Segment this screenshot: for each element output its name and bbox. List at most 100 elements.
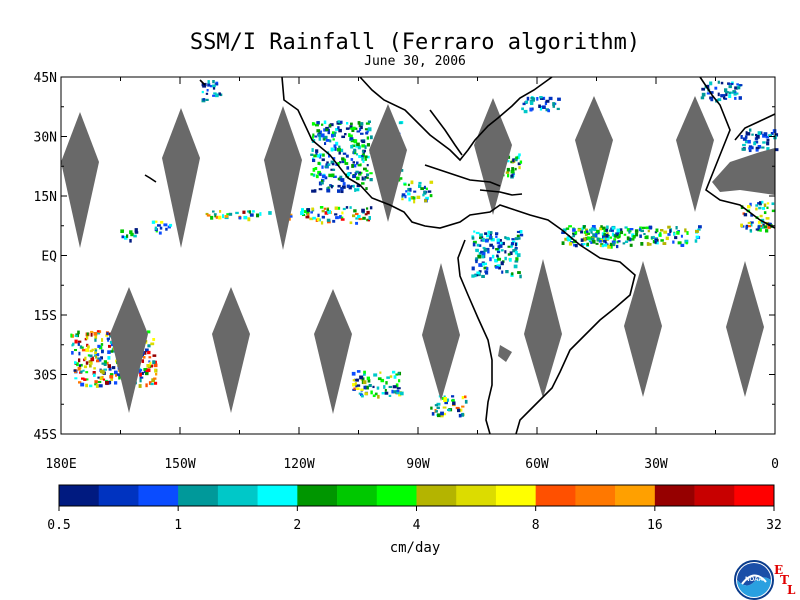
rain-cell	[589, 228, 593, 232]
rain-cell	[369, 135, 373, 140]
rain-cell	[599, 227, 603, 231]
rain-cell	[109, 373, 114, 376]
rain-cell	[530, 96, 534, 100]
rain-cell	[305, 215, 310, 219]
rain-cell	[338, 151, 341, 155]
rain-cell	[654, 231, 658, 234]
rain-cell	[71, 351, 74, 355]
rain-cell	[360, 132, 364, 135]
coastline	[359, 76, 553, 162]
rain-cell	[591, 225, 596, 229]
rain-cell	[154, 226, 158, 231]
swath-gap	[726, 261, 764, 397]
rain-cell	[212, 94, 216, 97]
rain-cell	[114, 381, 118, 385]
rain-cell	[397, 372, 400, 375]
rain-cell	[755, 228, 760, 231]
coastline	[514, 209, 636, 435]
rain-cell	[416, 195, 421, 200]
rain-cell	[359, 375, 364, 380]
rain-cell	[557, 97, 561, 101]
rain-cell	[357, 215, 361, 219]
rain-cell	[202, 85, 207, 88]
rain-cell	[591, 239, 596, 244]
rain-cell	[238, 216, 242, 220]
rain-cell	[365, 131, 369, 135]
rain-cell	[323, 207, 327, 210]
rain-cell	[616, 235, 621, 239]
rain-cell	[319, 130, 323, 133]
rain-cell	[77, 330, 80, 335]
rain-cell	[101, 376, 104, 380]
rain-cell	[364, 213, 368, 216]
rain-cell	[369, 206, 373, 210]
colorbar-swatch	[257, 485, 298, 506]
rain-cell	[602, 235, 606, 239]
rain-cell	[94, 351, 98, 355]
rain-cell	[660, 229, 664, 232]
rain-cell	[730, 91, 734, 94]
rain-cell	[724, 97, 728, 100]
rain-cell	[356, 370, 361, 373]
rain-cell	[93, 367, 96, 370]
rain-cell	[565, 227, 570, 230]
rain-cell	[523, 109, 528, 114]
rain-cell	[351, 371, 356, 376]
rain-cell	[356, 384, 361, 387]
rain-cell	[86, 332, 89, 336]
rain-cell	[142, 351, 145, 355]
rain-cell	[247, 210, 250, 213]
rain-cell	[744, 135, 748, 139]
rain-cell	[153, 360, 156, 364]
rain-cell	[364, 145, 367, 149]
rain-cell	[338, 177, 342, 181]
rain-cell	[316, 154, 320, 158]
rain-cell	[747, 221, 751, 225]
rain-cell	[730, 82, 734, 86]
rain-cell	[755, 146, 760, 150]
rain-cell	[215, 93, 219, 98]
rain-cell	[92, 371, 96, 375]
rain-cell	[610, 244, 613, 249]
rain-cell	[556, 107, 560, 111]
rain-cell	[481, 274, 485, 278]
rain-cell	[364, 176, 368, 179]
rain-cell	[384, 391, 389, 395]
rain-cell	[359, 127, 362, 132]
rain-cell	[339, 175, 343, 179]
rain-cell	[745, 131, 748, 135]
rain-cell	[331, 163, 335, 166]
rain-cell	[507, 253, 511, 256]
rain-cell	[495, 266, 499, 269]
rain-cell	[202, 98, 206, 101]
rain-cell	[471, 266, 475, 271]
rain-cell	[510, 160, 513, 164]
rain-cell	[89, 363, 92, 368]
rain-cell	[561, 241, 565, 245]
rain-cell	[471, 236, 475, 240]
rain-cell	[98, 330, 102, 333]
rain-cell	[519, 274, 522, 279]
rain-cell	[513, 158, 518, 162]
rain-cell	[153, 220, 158, 223]
rain-cell	[348, 133, 351, 138]
rain-cell	[757, 220, 762, 224]
rain-cell	[759, 201, 762, 205]
rain-cell	[74, 339, 78, 344]
rain-cell	[586, 242, 590, 246]
rain-cell	[736, 83, 739, 86]
rain-cell	[441, 397, 445, 400]
rain-cell	[440, 413, 444, 418]
rain-cell	[626, 228, 631, 232]
lon-tick-label: 180E	[45, 457, 76, 472]
rain-cell	[504, 250, 507, 254]
rain-cell	[584, 233, 588, 237]
rain-cell	[349, 127, 354, 130]
rain-cell	[318, 137, 322, 141]
rain-cell	[226, 213, 229, 216]
rain-cell	[313, 154, 317, 158]
rain-cell	[436, 402, 441, 406]
rain-cell	[583, 230, 587, 234]
rain-cell	[372, 394, 376, 398]
rain-cell	[151, 378, 156, 383]
